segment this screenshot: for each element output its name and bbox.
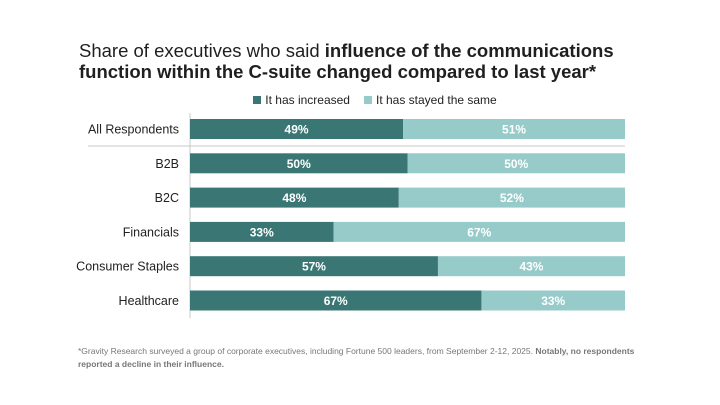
category-label-financials: Financials [123,225,179,239]
category-label-b2b: B2B [155,157,179,171]
chart-title-prefix: Share of executives who said [79,40,325,61]
category-label-healthcare: Healthcare [119,294,179,308]
bar-same-financials [333,221,625,242]
category-label-b2c: B2C [155,191,179,205]
data-label-same-financials: 67% [467,225,491,239]
chart-title-bold: influence of the communications function… [79,40,614,82]
bar-increased-all-respondents [190,119,404,139]
legend-item-same: It has stayed the same [363,93,497,107]
data-label-increased-healthcare: 67% [324,294,348,308]
legend-swatch-same [363,96,372,104]
bar-same-all-respondents [403,119,625,139]
bar-increased-consumer-staples [190,256,438,277]
category-label-consumer-staples: Consumer Staples [76,260,179,274]
data-label-same-b2b: 50% [504,157,528,171]
bar-increased-financials [190,221,334,242]
chart-legend: It has increased It has stayed the same [0,93,720,107]
bar-same-b2b [407,153,625,174]
data-label-same-all-respondents: 51% [502,123,526,137]
data-label-increased-all-respondents: 49% [285,123,309,137]
data-label-same-healthcare: 33% [541,294,565,308]
legend-swatch-increased [253,96,262,104]
bar-increased-b2b [190,153,408,174]
data-label-increased-consumer-staples: 57% [302,260,326,274]
data-label-increased-b2b: 50% [287,157,311,171]
legend-label-increased: It has increased [265,93,350,107]
data-label-same-consumer-staples: 43% [519,260,543,274]
data-label-same-b2c: 52% [500,191,524,205]
chart-title: Share of executives who said influence o… [79,40,659,82]
bar-same-b2c [398,187,625,208]
footnote-bold: Notably, no respondents reported a decli… [78,346,635,369]
legend-label-same: It has stayed the same [375,93,497,107]
category-label-all-respondents: All Respondents [88,123,179,137]
bar-increased-b2c [190,187,399,208]
footnote: *Gravity Research surveyed a group of co… [78,345,638,371]
data-label-increased-financials: 33% [250,225,274,239]
bar-increased-healthcare [190,290,482,311]
bar-same-healthcare [481,290,625,311]
footnote-text: *Gravity Research surveyed a group of co… [78,346,536,356]
data-label-increased-b2c: 48% [282,191,306,205]
bar-same-consumer-staples [437,256,625,277]
legend-item-increased: It has increased [253,93,350,107]
